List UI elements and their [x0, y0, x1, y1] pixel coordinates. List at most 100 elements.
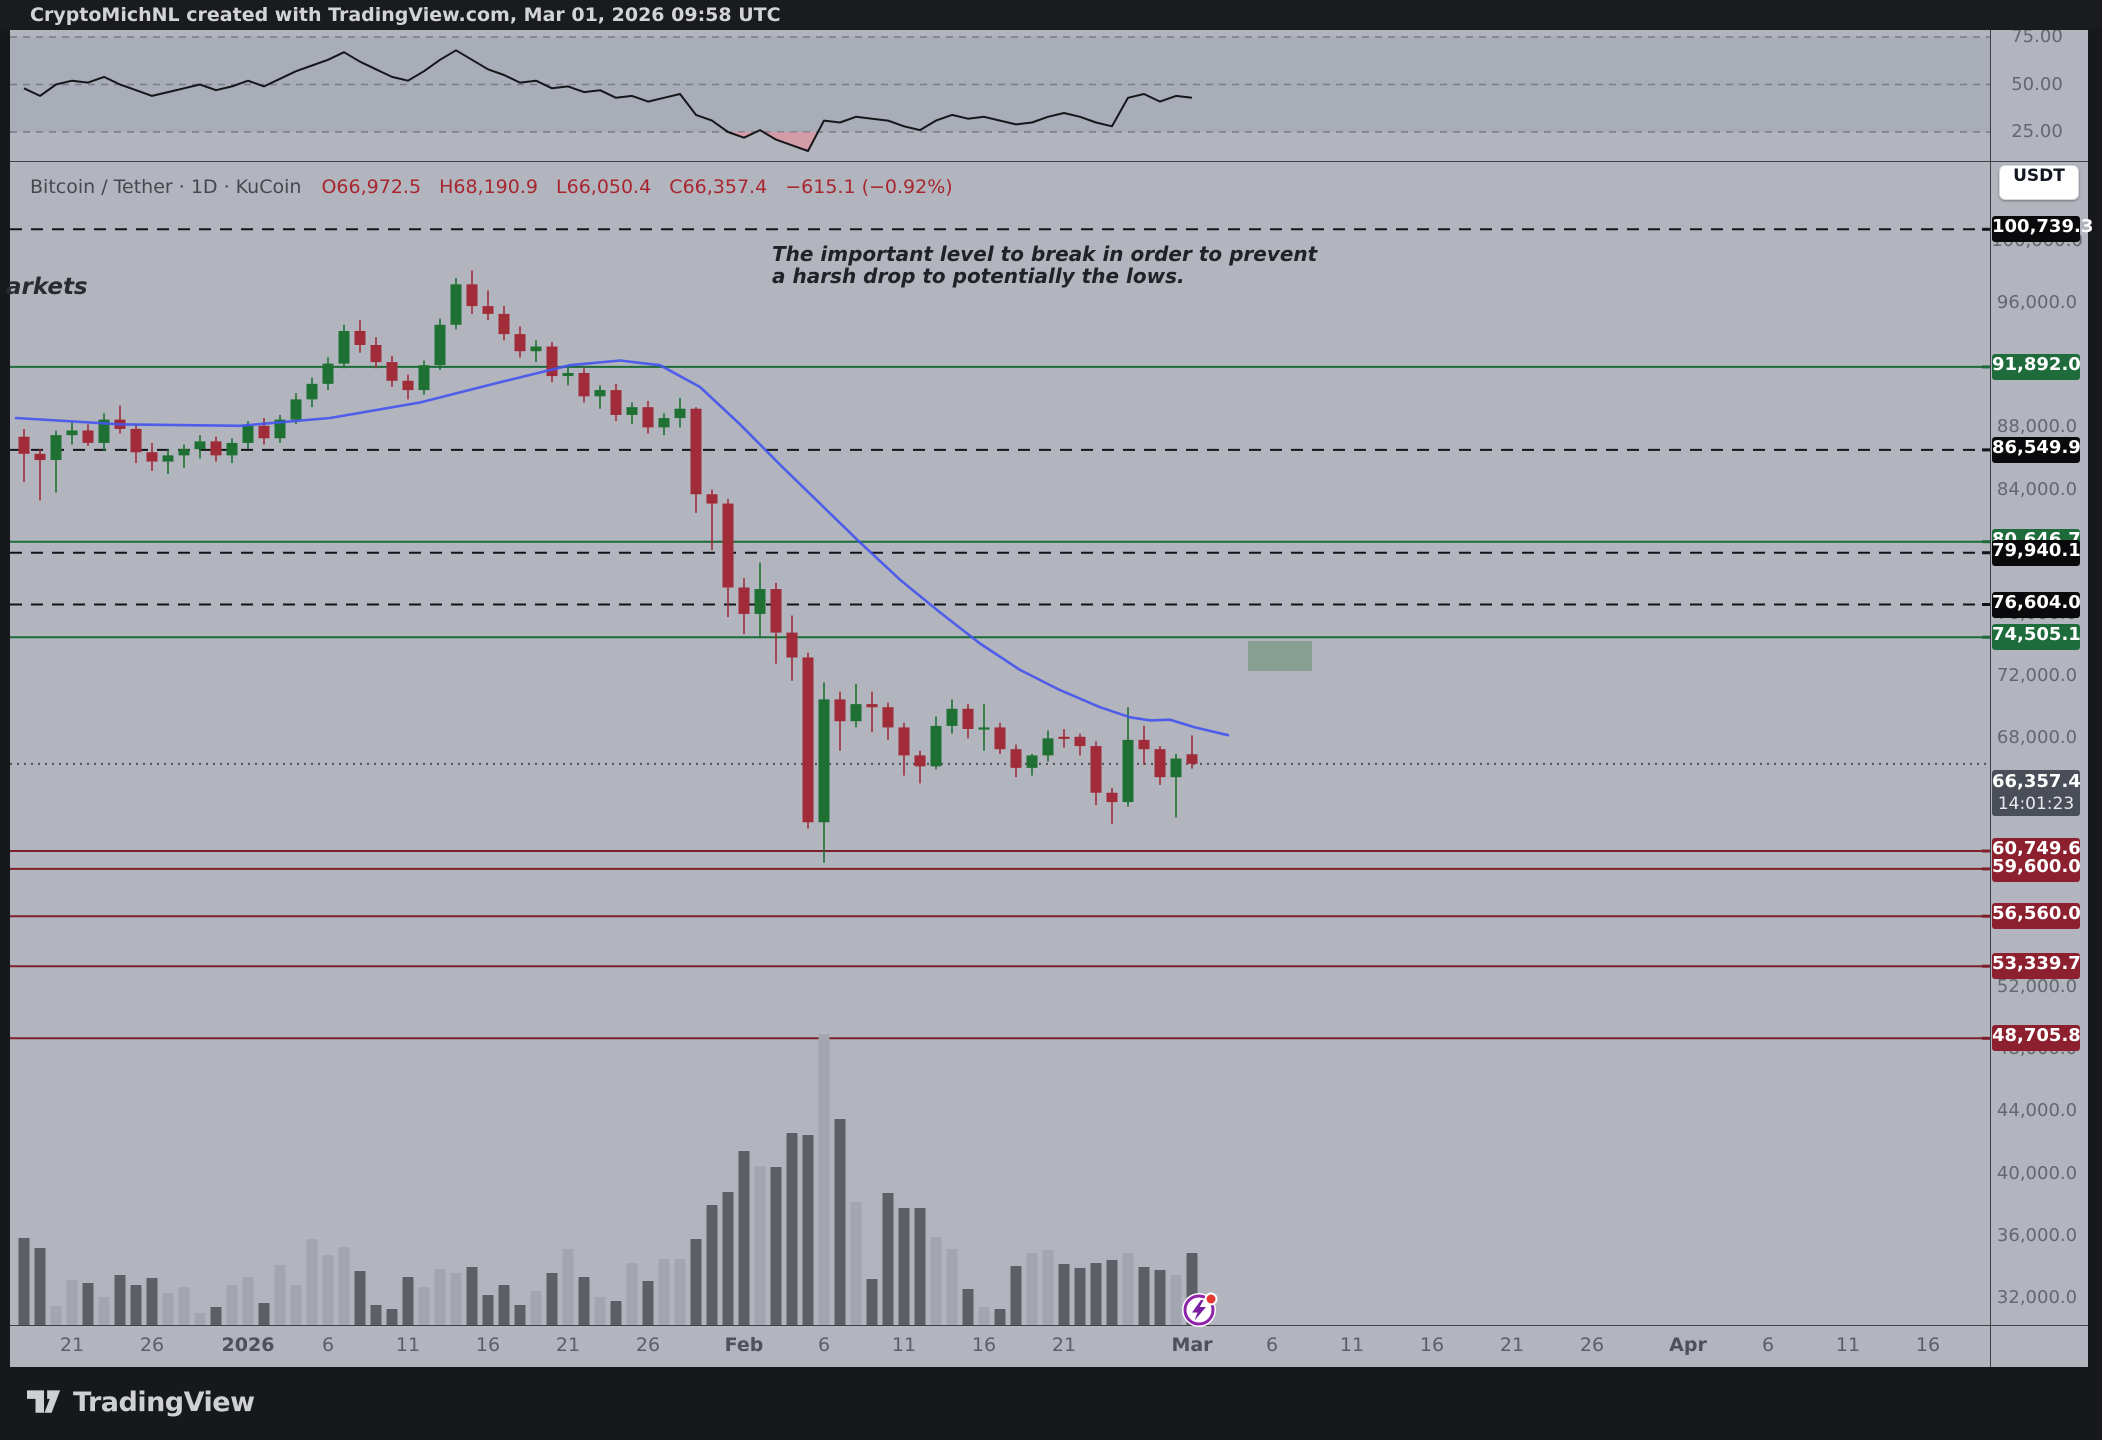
target-zone-box [1248, 640, 1312, 671]
candle-body [834, 699, 846, 722]
candle-body [930, 725, 942, 767]
price-scale[interactable]: USDT 66,357.4 14:01:23 100,000.096,000.0… [1990, 26, 2093, 1325]
rsi-indicator-pane[interactable] [10, 30, 1990, 161]
candle-body [162, 455, 174, 462]
volume-bar [642, 1281, 654, 1325]
lightning-bolt-glyph [1192, 1300, 1206, 1321]
ohlc-high: H68,190.9 [439, 176, 538, 198]
volume-bar [866, 1279, 878, 1325]
candle-body [994, 727, 1006, 750]
volume-bar [210, 1307, 222, 1325]
candle-body [578, 372, 590, 397]
price-plot [10, 227, 1990, 1325]
volume-bar [738, 1151, 750, 1325]
lightning-idea-icon[interactable] [1180, 1289, 1220, 1329]
time-axis-label: Feb [724, 1334, 764, 1356]
volume-bar [914, 1208, 926, 1325]
volume-bar [610, 1301, 622, 1325]
chart-annotation-text[interactable]: The important level to break in order to… [772, 243, 1317, 287]
ohlc-change: −615.1 (−0.92%) [785, 176, 953, 198]
volume-bar [626, 1263, 638, 1325]
volume-bar [258, 1303, 270, 1325]
time-axis-label: 21 [1051, 1334, 1077, 1356]
candle-body [514, 334, 526, 352]
candle-body [1170, 758, 1182, 778]
volume-bar [882, 1193, 894, 1325]
candle-body [338, 330, 350, 364]
time-axis-label: 6 [321, 1334, 335, 1356]
symbol-title[interactable]: Bitcoin / Tether · 1D · KuCoin [30, 176, 302, 198]
candle-body [690, 408, 702, 495]
chart-background [10, 30, 2088, 1367]
ma-line [14, 359, 1230, 737]
currency-toggle-button[interactable]: USDT [1999, 165, 2079, 200]
candle-body [1186, 754, 1198, 764]
volume-bar [1186, 1253, 1198, 1325]
rsi-line [23, 49, 1193, 152]
rsi-plot [10, 36, 1990, 152]
tradingview-logo-mark [27, 1390, 61, 1413]
candle-body [66, 430, 78, 436]
candle-body [1026, 755, 1038, 768]
volume-bar [114, 1275, 126, 1325]
volume-bar [1074, 1268, 1086, 1325]
volume-bar [1138, 1267, 1150, 1325]
volume-bar [82, 1283, 94, 1325]
time-axis-label: 26 [1579, 1334, 1605, 1356]
candle-body [962, 708, 974, 729]
ohlc-open: O66,972.5 [321, 176, 422, 198]
price-level-label: 79,940.1 [1992, 539, 2081, 566]
price-pane[interactable] [10, 161, 1990, 1325]
current-price-value: 66,357.4 [1992, 771, 2081, 792]
price-axis-tick: 52,000.0 [1996, 976, 2078, 998]
candle-body [882, 707, 894, 728]
price-level-label: 91,892.0 [1992, 353, 2081, 380]
candle-body [354, 330, 366, 345]
candle-body [610, 390, 622, 415]
time-axis-label: Mar [1171, 1334, 1213, 1356]
volume-bar [1026, 1253, 1038, 1325]
time-axis-label: 6 [817, 1334, 831, 1356]
candle-body [466, 284, 478, 307]
candle-body [1138, 739, 1150, 750]
volume-bar [386, 1309, 398, 1325]
volume-bar [1090, 1263, 1102, 1325]
volume-bar [514, 1305, 526, 1325]
pane-divider[interactable] [10, 161, 2088, 162]
volume-bar [402, 1277, 414, 1325]
volume-bar [1106, 1260, 1118, 1325]
candle-body [802, 657, 814, 823]
time-axis[interactable]: 21 26 2026 6 11 16 21 26 Feb 6 11 16 21 Mar 6 11 16 21 26 A… [10, 1325, 2088, 1367]
candle-body [450, 284, 462, 325]
volume-bar [130, 1285, 142, 1325]
symbol-legend[interactable]: Bitcoin / Tether · 1D · KuCoin O66,972.5… [30, 176, 965, 198]
price-level-label: 53,339.7 [1992, 953, 2081, 980]
candle-body [674, 408, 686, 419]
tradingview-logo[interactable]: TradingView [27, 1386, 255, 1418]
time-axis-label: 11 [1835, 1334, 1861, 1356]
time-axis-label: 26 [139, 1334, 165, 1356]
candle-body [738, 587, 750, 614]
candle-body [194, 441, 206, 450]
candle-body [146, 452, 158, 462]
volume-bar [50, 1306, 62, 1325]
annotation-line-2: a harsh drop to potentially the lows. [772, 264, 1185, 288]
volume-bar [466, 1267, 478, 1325]
candle-body [642, 407, 654, 428]
volume-bar [802, 1135, 814, 1325]
ohlc-low: L66,050.4 [556, 176, 652, 198]
candle-body [226, 442, 238, 456]
candle-body [770, 589, 782, 633]
volume-bar [18, 1238, 30, 1325]
candle-body [786, 632, 798, 658]
time-axis-label: Apr [1669, 1334, 1707, 1356]
candle-body [530, 346, 542, 352]
volume-bar [962, 1289, 974, 1325]
candle-body [1106, 792, 1118, 803]
time-axis-label: 16 [1419, 1334, 1445, 1356]
price-level-label: 100,739.3 [1992, 216, 2093, 243]
candle-body [658, 418, 670, 428]
volume-bar [498, 1285, 510, 1325]
volume-bar [178, 1287, 190, 1325]
